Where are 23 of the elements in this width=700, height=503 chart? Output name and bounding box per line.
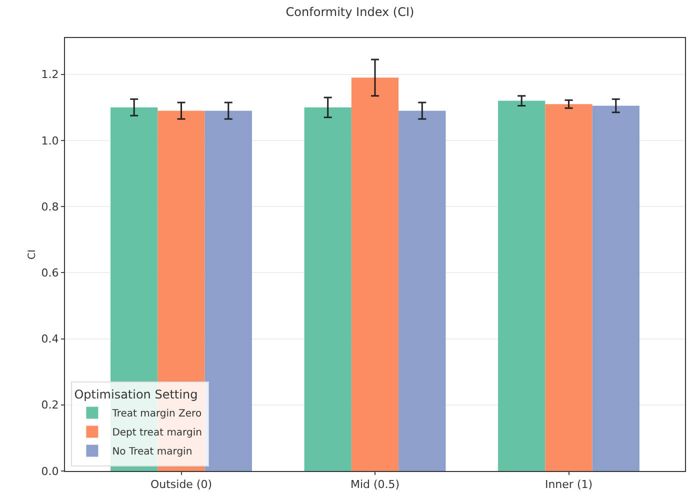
bar [498,100,546,471]
y-tick-label: 0.8 [41,200,59,214]
bar [351,78,399,471]
chart-title: Conformity Index (CI) [286,4,414,19]
y-tick-label: 0.2 [41,398,59,412]
x-tick-label: Inner (1) [544,478,593,492]
legend-label: No Treat margin [112,446,192,458]
legend-title: Optimisation Setting [74,387,198,402]
bar [304,107,352,471]
y-tick-label: 0.4 [41,332,59,346]
bar [545,104,592,471]
y-tick-label: 1.0 [41,134,59,148]
x-tick-label: Outside (0) [150,478,212,492]
x-tick-label: Mid (0.5) [350,478,400,492]
legend-label: Dept treat margin [112,428,202,439]
legend-label: Treat margin Zero [111,408,202,420]
y-axis-title: CI [27,250,38,260]
bar [204,110,252,471]
y-tick-label: 0.0 [41,464,59,478]
bar [398,110,446,471]
y-tick-label: 1.2 [41,68,59,82]
bar [592,106,640,471]
y-tick-label: 0.6 [41,266,59,280]
